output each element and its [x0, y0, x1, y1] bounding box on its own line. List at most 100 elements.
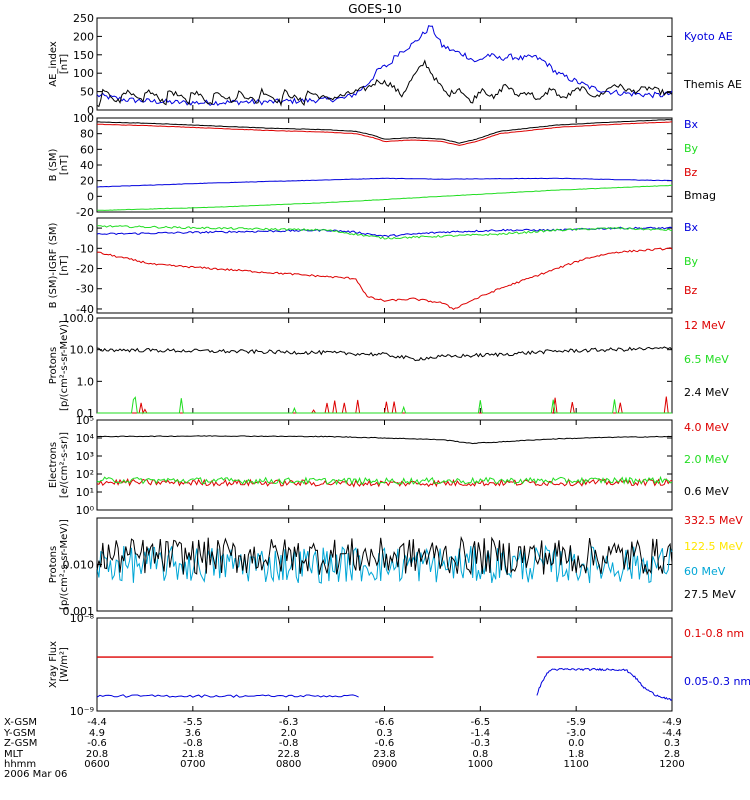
series-line	[536, 667, 673, 702]
ephemeris-value: 1200	[659, 759, 684, 770]
y-tick-label: 0.1	[77, 407, 95, 420]
legend-by: By	[684, 142, 699, 155]
legend-bx: Bx	[684, 221, 699, 234]
y-tick-label: 40	[80, 159, 94, 172]
y-tick-label: 100.0	[63, 312, 95, 325]
ephemeris-value: 2.0	[281, 728, 297, 739]
ephemeris-value: -4.9	[662, 717, 682, 728]
legend-4-0-mev: 4.0 MeV	[684, 421, 729, 434]
y-tick-label: 20	[80, 175, 94, 188]
legend-332-5-mev: 332.5 MeV	[684, 514, 743, 527]
y-axis-label: Protons[p/(cm²-s-sr-MeV)]	[48, 320, 70, 411]
ephemeris-value: 0.8	[472, 749, 488, 760]
ephemeris-value: 0800	[276, 759, 301, 770]
ephemeris-row-label: Z-GSM	[4, 738, 37, 749]
y-axis-label: Protons[p/(cm²-s-sr-MeV)]	[48, 519, 70, 610]
ephemeris-row-label: hhmm	[4, 759, 36, 770]
series-line	[96, 226, 673, 238]
y-tick-label: 100	[73, 67, 94, 80]
ephemeris-row-label: MLT	[4, 749, 24, 760]
ephemeris-value: -6.6	[375, 717, 395, 728]
y-tick-label: 0	[87, 104, 94, 117]
legend-2-4-mev: 2.4 MeV	[684, 386, 729, 399]
legend-bz: Bz	[684, 166, 698, 179]
y-tick-label: 1.0	[77, 375, 95, 388]
series-line	[96, 177, 673, 188]
ephemeris-row-label: X-GSM	[4, 717, 37, 728]
legend-bmag: Bmag	[684, 189, 716, 202]
series-line	[97, 396, 672, 414]
ephemeris-value: -3.0	[566, 728, 586, 739]
y-tick-label: 10⁴	[76, 432, 95, 445]
y-tick-label: -20	[76, 263, 94, 276]
y-axis-label: Xray Flux[W/m²]	[48, 641, 70, 688]
series-line	[96, 247, 673, 311]
ephemeris-value: 0.0	[568, 738, 584, 749]
series-line	[96, 535, 673, 576]
series-line	[96, 435, 673, 445]
panel-frame	[96, 419, 673, 511]
y-tick-label: -20	[76, 206, 94, 219]
series-line	[96, 59, 673, 108]
ephemeris-value: -0.3	[471, 738, 491, 749]
y-tick-label: 0	[87, 190, 94, 203]
y-tick-label: 10²	[76, 468, 94, 481]
y-tick-label: 10¹	[76, 486, 94, 499]
y-axis-label: AE_index[nT]	[48, 41, 70, 87]
ephemeris-value: 21.8	[182, 749, 204, 760]
legend-0-05-0-3-nm: 0.05-0.3 nm	[684, 675, 750, 688]
y-tick-label: 0	[87, 222, 94, 235]
panel-4: 0.1 1.0 10.0 100.0Protons[p/(cm²-s-sr-MeV)]…	[48, 312, 729, 420]
ephemeris-value: 22.8	[278, 749, 300, 760]
y-tick-label: 80	[80, 128, 94, 141]
legend-122-5-mev: 122.5 MeV	[684, 540, 743, 553]
ephemeris-value: 1000	[468, 759, 493, 770]
ephemeris-value: 0.3	[664, 738, 680, 749]
legend-kyoto-ae: Kyoto AE	[684, 30, 733, 43]
ephemeris-value: -0.6	[87, 738, 107, 749]
y-tick-label: 10.0	[70, 344, 95, 357]
legend-bz: Bz	[684, 284, 698, 297]
panel-frame	[96, 117, 673, 213]
y-tick-label: 10⁻⁹	[70, 705, 94, 718]
panel-frame	[96, 17, 673, 111]
ephemeris-row-label: Y-GSM	[3, 728, 36, 739]
legend-themis-ae: Themis AE	[683, 78, 742, 91]
plot-title: GOES-10	[348, 2, 402, 16]
series-line	[96, 346, 673, 362]
y-tick-label: 10⁵	[76, 414, 94, 427]
y-tick-label: 50	[80, 86, 94, 99]
panel-2: -20 0 20 40 60 80 100 B (SM)[nT] Bx By Bz Bmag	[48, 112, 716, 219]
panel-7: 10⁻⁹ 10⁻⁸ Xray Flux[W/m²] 0.1-0.8 nm 0.05-0.…	[48, 612, 750, 718]
ephemeris-value: 23.8	[373, 749, 395, 760]
y-tick-label: -10	[76, 242, 94, 255]
legend-by: By	[684, 255, 699, 268]
legend-27-5-mev: 27.5 MeV	[684, 588, 736, 601]
ephemeris-value: 0600	[84, 759, 109, 770]
panel-3: -40 -30 -20 -10 0 B (SM)-IGRF (SM)[nT] Bx By Bz	[48, 217, 699, 316]
ephemeris-value: -0.6	[375, 738, 395, 749]
ephemeris-value: 1100	[563, 759, 588, 770]
series-line	[96, 25, 673, 106]
y-tick-label: 150	[73, 49, 94, 62]
y-tick-label: -40	[76, 303, 94, 316]
y-tick-label: 10³	[76, 450, 94, 463]
ephemeris-value: -5.9	[566, 717, 586, 728]
panel-frame	[96, 217, 673, 314]
legend-bx: Bx	[684, 118, 699, 131]
ephemeris-value: 3.6	[185, 728, 201, 739]
ephemeris-value: -5.5	[183, 717, 203, 728]
legend-0-1-0-8-nm: 0.1-0.8 nm	[684, 627, 744, 640]
y-axis-label: B (SM)-IGRF (SM)[nT]	[48, 223, 70, 309]
legend-60-mev: 60 MeV	[684, 565, 726, 578]
ephemeris-row-label: 2006 Mar 06	[4, 769, 67, 780]
ephemeris-value: -0.8	[183, 738, 203, 749]
ephemeris-value: 0.3	[377, 728, 393, 739]
ephemeris-value: 4.9	[89, 728, 105, 739]
y-axis-label: B (SM)[nT]	[48, 148, 70, 181]
series-line	[96, 121, 673, 146]
legend-6-5-mev: 6.5 MeV	[684, 353, 729, 366]
y-tick-label: 0.001	[63, 605, 95, 618]
panel-5: 10⁰ 10¹ 10² 10³ 10⁴ 10⁵ Electrons[e/(cm²-s-sr)…	[48, 414, 729, 517]
